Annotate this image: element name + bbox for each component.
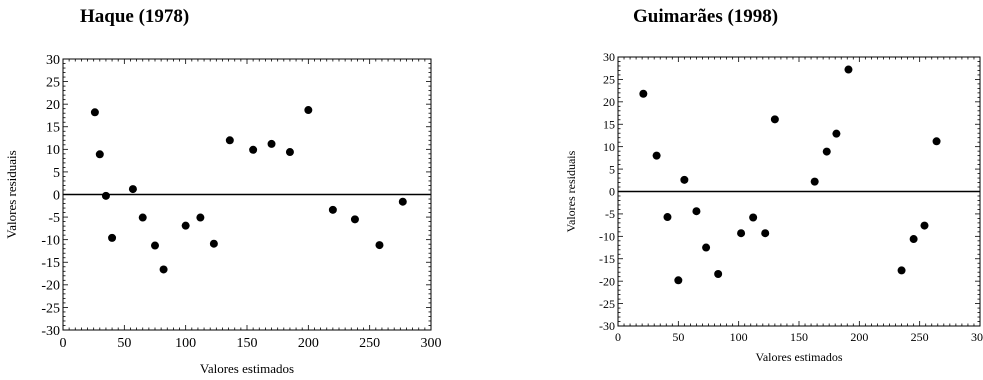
x-tick-label: 150: [790, 330, 808, 344]
data-point: [95, 150, 104, 159]
x-tick-label: 300: [971, 330, 983, 344]
data-point: [267, 139, 276, 148]
y-tick-label: 5: [53, 166, 60, 181]
data-point: [108, 233, 117, 242]
data-point: [832, 129, 841, 138]
y-tick-label: 20: [46, 98, 60, 113]
data-point: [181, 221, 190, 230]
data-point: [749, 213, 758, 222]
y-tick-label: 5: [609, 162, 615, 176]
y-tick-label: 10: [603, 140, 615, 154]
y-tick-label: -15: [599, 252, 615, 266]
x-tick-label: 100: [175, 336, 196, 351]
y-tick-label: -10: [41, 234, 60, 249]
y-tick-label: -30: [41, 324, 60, 339]
data-point: [159, 265, 168, 274]
data-point: [398, 197, 407, 206]
x-tick-label: 0: [615, 330, 621, 344]
data-point: [249, 145, 258, 154]
x-tick-label: 200: [850, 330, 868, 344]
data-point: [702, 243, 711, 252]
data-point: [151, 241, 159, 250]
data-point: [844, 65, 853, 74]
x-tick-label: 250: [911, 330, 929, 344]
data-point: [680, 175, 689, 184]
data-point: [138, 213, 147, 222]
data-point: [761, 229, 770, 238]
data-point: [897, 266, 906, 275]
y-tick-label: -25: [599, 297, 615, 311]
data-point: [810, 177, 819, 186]
x-tick-label: 50: [672, 330, 684, 344]
x-tick-label: 300: [421, 336, 442, 351]
y-tick-label: -20: [599, 274, 615, 288]
x-tick-label: 50: [117, 336, 131, 351]
data-point: [714, 269, 723, 278]
y-tick-label: -20: [41, 279, 60, 294]
data-point: [663, 213, 672, 222]
y-axis-label: Valores residuais: [4, 150, 19, 238]
data-point: [652, 151, 661, 160]
x-axis-label: Valores estimados: [756, 350, 843, 364]
data-point: [639, 89, 648, 98]
y-tick-label: 15: [603, 117, 615, 131]
chart-title: Guimarães (1998): [633, 6, 779, 27]
y-tick-label: 0: [53, 188, 60, 203]
data-point: [328, 205, 337, 214]
y-tick-label: -5: [605, 207, 615, 221]
data-point: [822, 147, 831, 156]
x-tick-label: 200: [298, 336, 319, 351]
y-tick-label: 10: [46, 143, 60, 158]
data-point: [196, 213, 205, 222]
data-point: [128, 185, 137, 194]
y-tick-label: 30: [46, 53, 60, 68]
data-point: [909, 235, 918, 244]
data-point: [375, 241, 384, 250]
scatter-plot-haque: 0 50 100 150 200 250 300 -30 -25 -20 -15 -10 -5 0 5 10 1…: [4, 53, 442, 376]
y-tick-label: -30: [599, 319, 615, 333]
data-point: [209, 239, 218, 248]
data-point: [225, 136, 234, 145]
y-tick-label: 20: [603, 95, 615, 109]
data-point: [285, 148, 294, 157]
data-point: [920, 221, 929, 230]
y-tick-label: 15: [46, 121, 60, 136]
y-tick-label: 0: [609, 185, 615, 199]
x-tick-label: 0: [60, 336, 67, 351]
data-point: [101, 191, 110, 200]
y-tick-label: 25: [46, 75, 60, 90]
chart-title: Haque (1978): [80, 6, 190, 27]
y-tick-label: 25: [603, 73, 615, 87]
y-tick-label: -10: [599, 230, 615, 244]
y-tick-label: -15: [41, 256, 60, 271]
data-point: [737, 229, 746, 238]
chart-panel-guimaraes: Guimarães (1998) 050100150200250300-30-2…: [548, 0, 983, 380]
y-tick-label: 30: [603, 50, 615, 64]
y-tick-label: -25: [41, 301, 60, 316]
scatter-plot-guimaraes: 0 50 100 150 200 250 300 -30 -25 -20 -15 -10 -5 0 5 10 1…: [564, 50, 983, 364]
data-point: [770, 115, 779, 124]
chart-panel-haque: Haque (1978) 0 50 100 150 200 250 300 -30 -25 -20…: [0, 0, 470, 380]
y-axis-label: Valores residuais: [564, 150, 578, 232]
data-point: [350, 215, 359, 224]
data-point: [674, 276, 683, 285]
x-axis-label: Valores estimados: [200, 361, 294, 376]
data-point: [932, 137, 941, 146]
y-tick-label: -5: [48, 211, 60, 226]
data-point: [90, 108, 99, 117]
x-tick-label: 150: [237, 336, 258, 351]
data-point: [692, 207, 701, 216]
x-tick-label: 100: [730, 330, 748, 344]
x-tick-label: 250: [359, 336, 380, 351]
data-point: [304, 106, 313, 115]
